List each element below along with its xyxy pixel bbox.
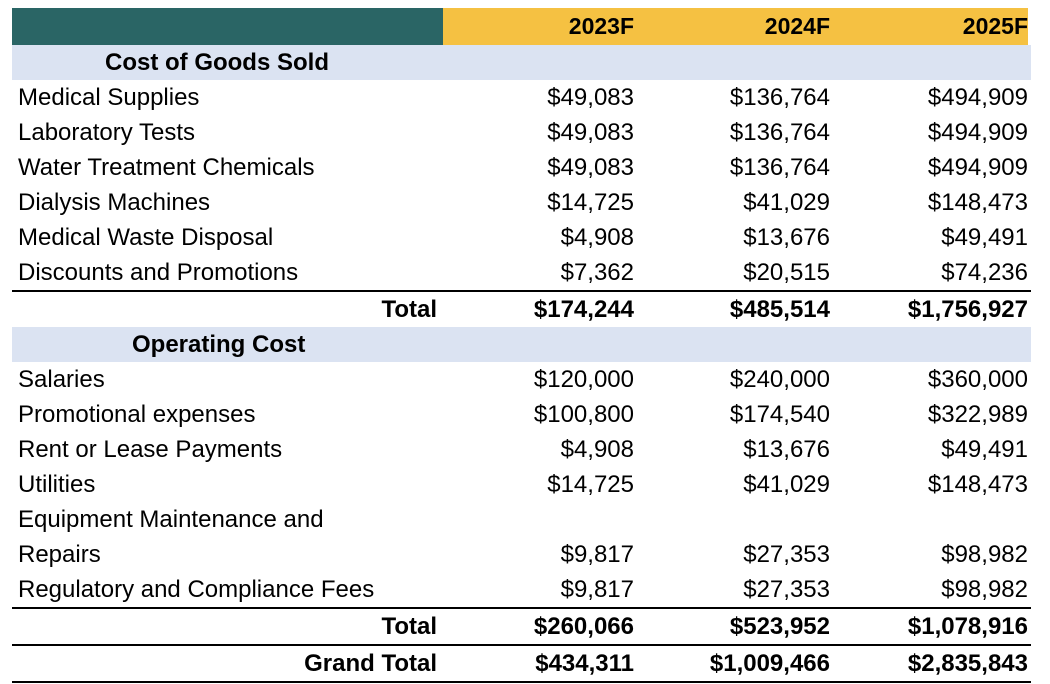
total-2023: $174,244 — [533, 295, 634, 323]
cell-2024: $174,540 — [729, 400, 830, 428]
table-header-row: 2023F 2024F 2025F — [12, 8, 1031, 45]
cell-2024: $41,029 — [743, 470, 830, 498]
cell-2025: $494,909 — [927, 118, 1028, 146]
cell-2025: $98,982 — [941, 575, 1028, 603]
row-label: Salaries — [18, 365, 105, 393]
cell-2024: $136,764 — [729, 153, 830, 181]
row-label: Discounts and Promotions — [18, 258, 299, 286]
cell-2024: $136,764 — [729, 83, 830, 111]
cell-2023: $4,908 — [560, 223, 634, 251]
grand-total-2023: $434,311 — [535, 649, 634, 677]
cell-2023: $9,817 — [560, 541, 634, 568]
cell-2023: $9,817 — [560, 575, 634, 603]
section-header-operating: Operating Cost — [12, 327, 1031, 362]
table-row: Medical Supplies $49,083 $136,764 $494,9… — [12, 80, 1031, 115]
row-label: Utilities — [18, 470, 96, 498]
row-label: Laboratory Tests — [18, 118, 195, 146]
table-row: Rent or Lease Payments $4,908 $13,676 $4… — [12, 432, 1031, 467]
table-row: Equipment Maintenance and Repairs $9,817… — [12, 502, 1031, 572]
cell-2023: $120,000 — [533, 365, 634, 393]
section-title: Operating Cost — [132, 330, 306, 358]
cell-2024: $41,029 — [743, 188, 830, 216]
cell-2025: $360,000 — [927, 365, 1028, 393]
row-label: Equipment Maintenance and Repairs — [18, 506, 324, 568]
cell-2023: $49,083 — [547, 83, 634, 111]
total-2024: $523,952 — [729, 612, 830, 640]
table-row: Utilities $14,725 $41,029 $148,473 — [12, 467, 1031, 502]
total-2024: $485,514 — [729, 295, 830, 323]
total-2025: $1,756,927 — [907, 295, 1028, 323]
row-label: Dialysis Machines — [18, 188, 211, 216]
grand-total-label: Grand Total — [304, 649, 437, 677]
year-header-2023: 2023F — [568, 13, 634, 39]
cell-2025: $322,989 — [927, 400, 1028, 428]
total-2025: $1,078,916 — [907, 612, 1028, 640]
cell-2023: $14,725 — [547, 188, 634, 216]
cell-2025: $148,473 — [927, 470, 1028, 498]
year-header-2025: 2025F — [962, 13, 1028, 39]
table-row: Laboratory Tests $49,083 $136,764 $494,9… — [12, 115, 1031, 150]
cell-2025: $49,491 — [941, 435, 1028, 463]
table-row: Dialysis Machines $14,725 $41,029 $148,4… — [12, 185, 1031, 220]
grand-total-2025: $2,835,843 — [907, 649, 1028, 677]
row-label: Water Treatment Chemicals — [18, 153, 315, 181]
year-header-2024: 2024F — [764, 13, 830, 39]
cell-2024: $13,676 — [743, 435, 830, 463]
row-label: Medical Supplies — [18, 83, 200, 111]
table-row: Medical Waste Disposal $4,908 $13,676 $4… — [12, 220, 1031, 255]
opex-total-row: Total $260,066 $523,952 $1,078,916 — [12, 607, 1031, 644]
table-row: Regulatory and Compliance Fees $9,817 $2… — [12, 572, 1031, 607]
total-label: Total — [381, 295, 437, 323]
cost-table: 2023F 2024F 2025F Cost of Goods Sold Med… — [12, 8, 1031, 683]
header-blank-cell — [12, 8, 443, 45]
section-header-cogs: Cost of Goods Sold — [12, 45, 1031, 80]
cogs-total-row: Total $174,244 $485,514 $1,756,927 — [12, 290, 1031, 327]
cell-2025: $98,982 — [941, 541, 1028, 568]
cell-2025: $148,473 — [927, 188, 1028, 216]
cell-2023: $49,083 — [547, 118, 634, 146]
total-label: Total — [381, 612, 437, 640]
table-row: Water Treatment Chemicals $49,083 $136,7… — [12, 150, 1031, 185]
cell-2024: $240,000 — [729, 365, 830, 393]
grand-total-row: Grand Total $434,311 $1,009,466 $2,835,8… — [12, 644, 1031, 683]
cell-2025: $74,236 — [941, 258, 1028, 286]
cell-2023: $14,725 — [547, 470, 634, 498]
row-label: Regulatory and Compliance Fees — [18, 575, 375, 603]
cell-2023: $100,800 — [533, 400, 634, 428]
cell-2024: $13,676 — [743, 223, 830, 251]
cell-2024: $27,353 — [743, 575, 830, 603]
cell-2023: $7,362 — [560, 258, 634, 286]
cell-2025: $494,909 — [927, 83, 1028, 111]
cell-2023: $4,908 — [560, 435, 634, 463]
row-label: Promotional expenses — [18, 400, 256, 428]
cell-2024: $27,353 — [743, 541, 830, 568]
year-header-group: 2023F 2024F 2025F — [443, 8, 1028, 45]
cell-2025: $49,491 — [941, 223, 1028, 251]
table-row: Salaries $120,000 $240,000 $360,000 — [12, 362, 1031, 397]
cell-2024: $20,515 — [743, 258, 830, 286]
row-label: Rent or Lease Payments — [18, 435, 283, 463]
grand-total-2024: $1,009,466 — [709, 649, 830, 677]
cell-2023: $49,083 — [547, 153, 634, 181]
table-row: Promotional expenses $100,800 $174,540 $… — [12, 397, 1031, 432]
table-row: Discounts and Promotions $7,362 $20,515 … — [12, 255, 1031, 290]
row-label: Medical Waste Disposal — [18, 223, 274, 251]
cell-2024: $136,764 — [729, 118, 830, 146]
total-2023: $260,066 — [533, 612, 634, 640]
section-title: Cost of Goods Sold — [105, 48, 329, 76]
cell-2025: $494,909 — [927, 153, 1028, 181]
